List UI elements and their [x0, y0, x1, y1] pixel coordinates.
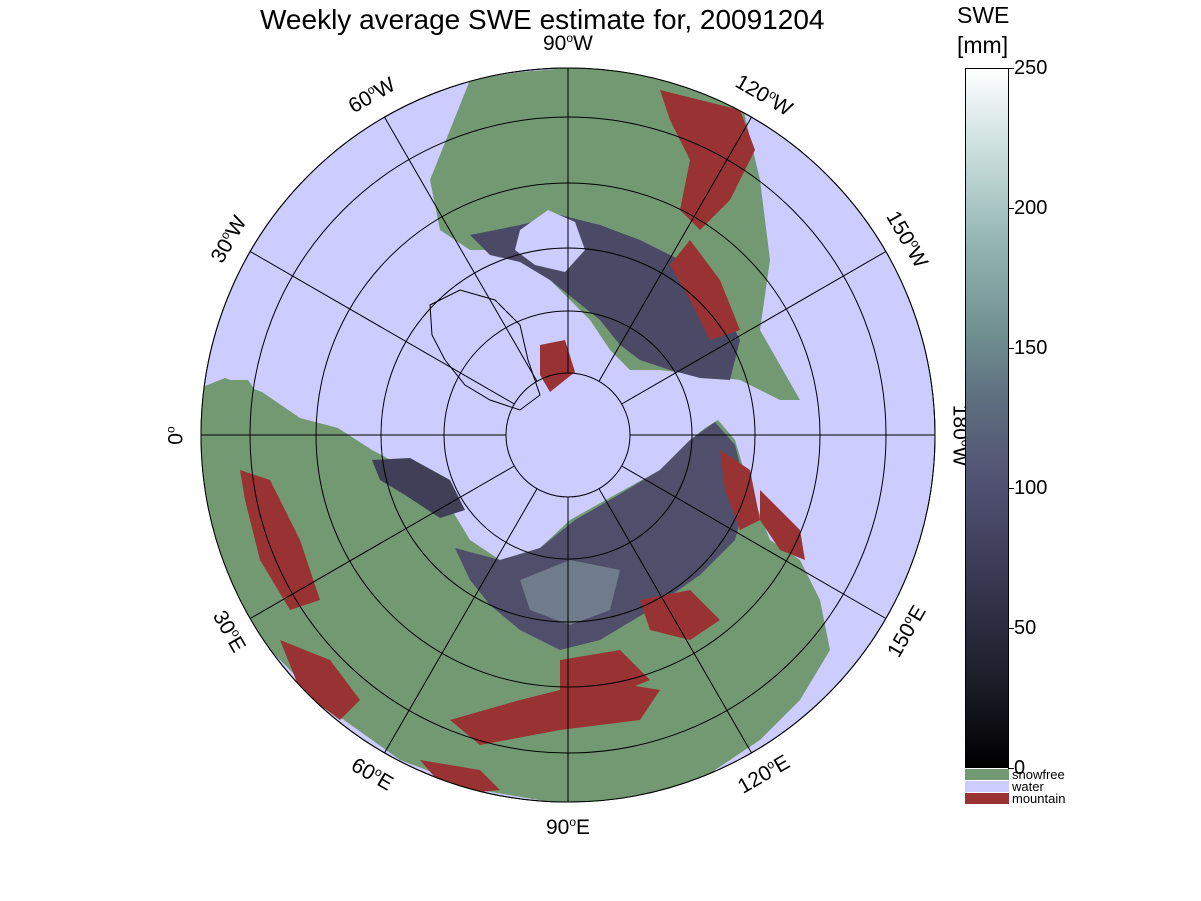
longitude-label: 0o: [164, 426, 189, 444]
colorbar-label-line1: SWE: [957, 2, 1010, 28]
colorbar-tick: [1008, 208, 1014, 209]
legend-swatch: [965, 781, 1009, 792]
mountain-areas: [240, 90, 805, 795]
meridian-lines: [201, 68, 935, 802]
longitude-label: 90oE: [546, 815, 590, 840]
meridian-line: [598, 116, 752, 382]
scandinavia-snow: [372, 458, 465, 518]
colorbar-tick: [1008, 628, 1014, 629]
degree-symbol: o: [566, 30, 574, 45]
europe-west-land: [201, 380, 262, 430]
legend-swatch: [965, 793, 1009, 804]
longitude-direction: E: [576, 815, 591, 839]
colorbar-tick-label: 150: [1014, 337, 1048, 359]
colorbar-tick-label: 50: [1014, 617, 1037, 639]
longitude-degree: 90: [543, 31, 567, 55]
colorbar-tick: [1008, 488, 1014, 489]
longitude-degree: 0: [164, 432, 188, 445]
meridian-line: [384, 488, 538, 754]
colorbar-label-line2: [mm]: [957, 32, 1009, 58]
meridian-line: [621, 251, 887, 405]
swe-colorbar: [965, 68, 1009, 768]
meridian-line: [598, 488, 752, 754]
legend-swatch: [965, 769, 1009, 780]
degree-symbol: o: [569, 814, 577, 829]
longitude-direction: W: [573, 31, 593, 55]
meridian-line: [249, 251, 515, 405]
legend-label: mountain: [1012, 791, 1066, 806]
longitude-label: 90oW: [543, 31, 593, 56]
meridian-line: [249, 465, 515, 619]
colorbar-tick: [1008, 768, 1014, 769]
degree-symbol: o: [163, 425, 178, 433]
colorbar-tick-label: 200: [1014, 197, 1048, 219]
map-title: Weekly average SWE estimate for, 2009120…: [260, 4, 825, 35]
colorbar-tick-label: 100: [1014, 477, 1048, 499]
colorbar-tick-label: 0: [1014, 757, 1026, 779]
longitude-degree: 90: [546, 815, 570, 839]
land-masses: [201, 68, 830, 802]
colorbar-tick: [1008, 348, 1014, 349]
legend-label: water: [1012, 779, 1044, 794]
meridian-line: [621, 465, 887, 619]
colorbar-tick: [1008, 68, 1014, 69]
meridian-line: [384, 116, 538, 382]
legend-label: snowfree: [1012, 767, 1065, 782]
colorbar-tick-label: 250: [1014, 57, 1048, 79]
eurasia-snow-deep: [520, 560, 620, 625]
